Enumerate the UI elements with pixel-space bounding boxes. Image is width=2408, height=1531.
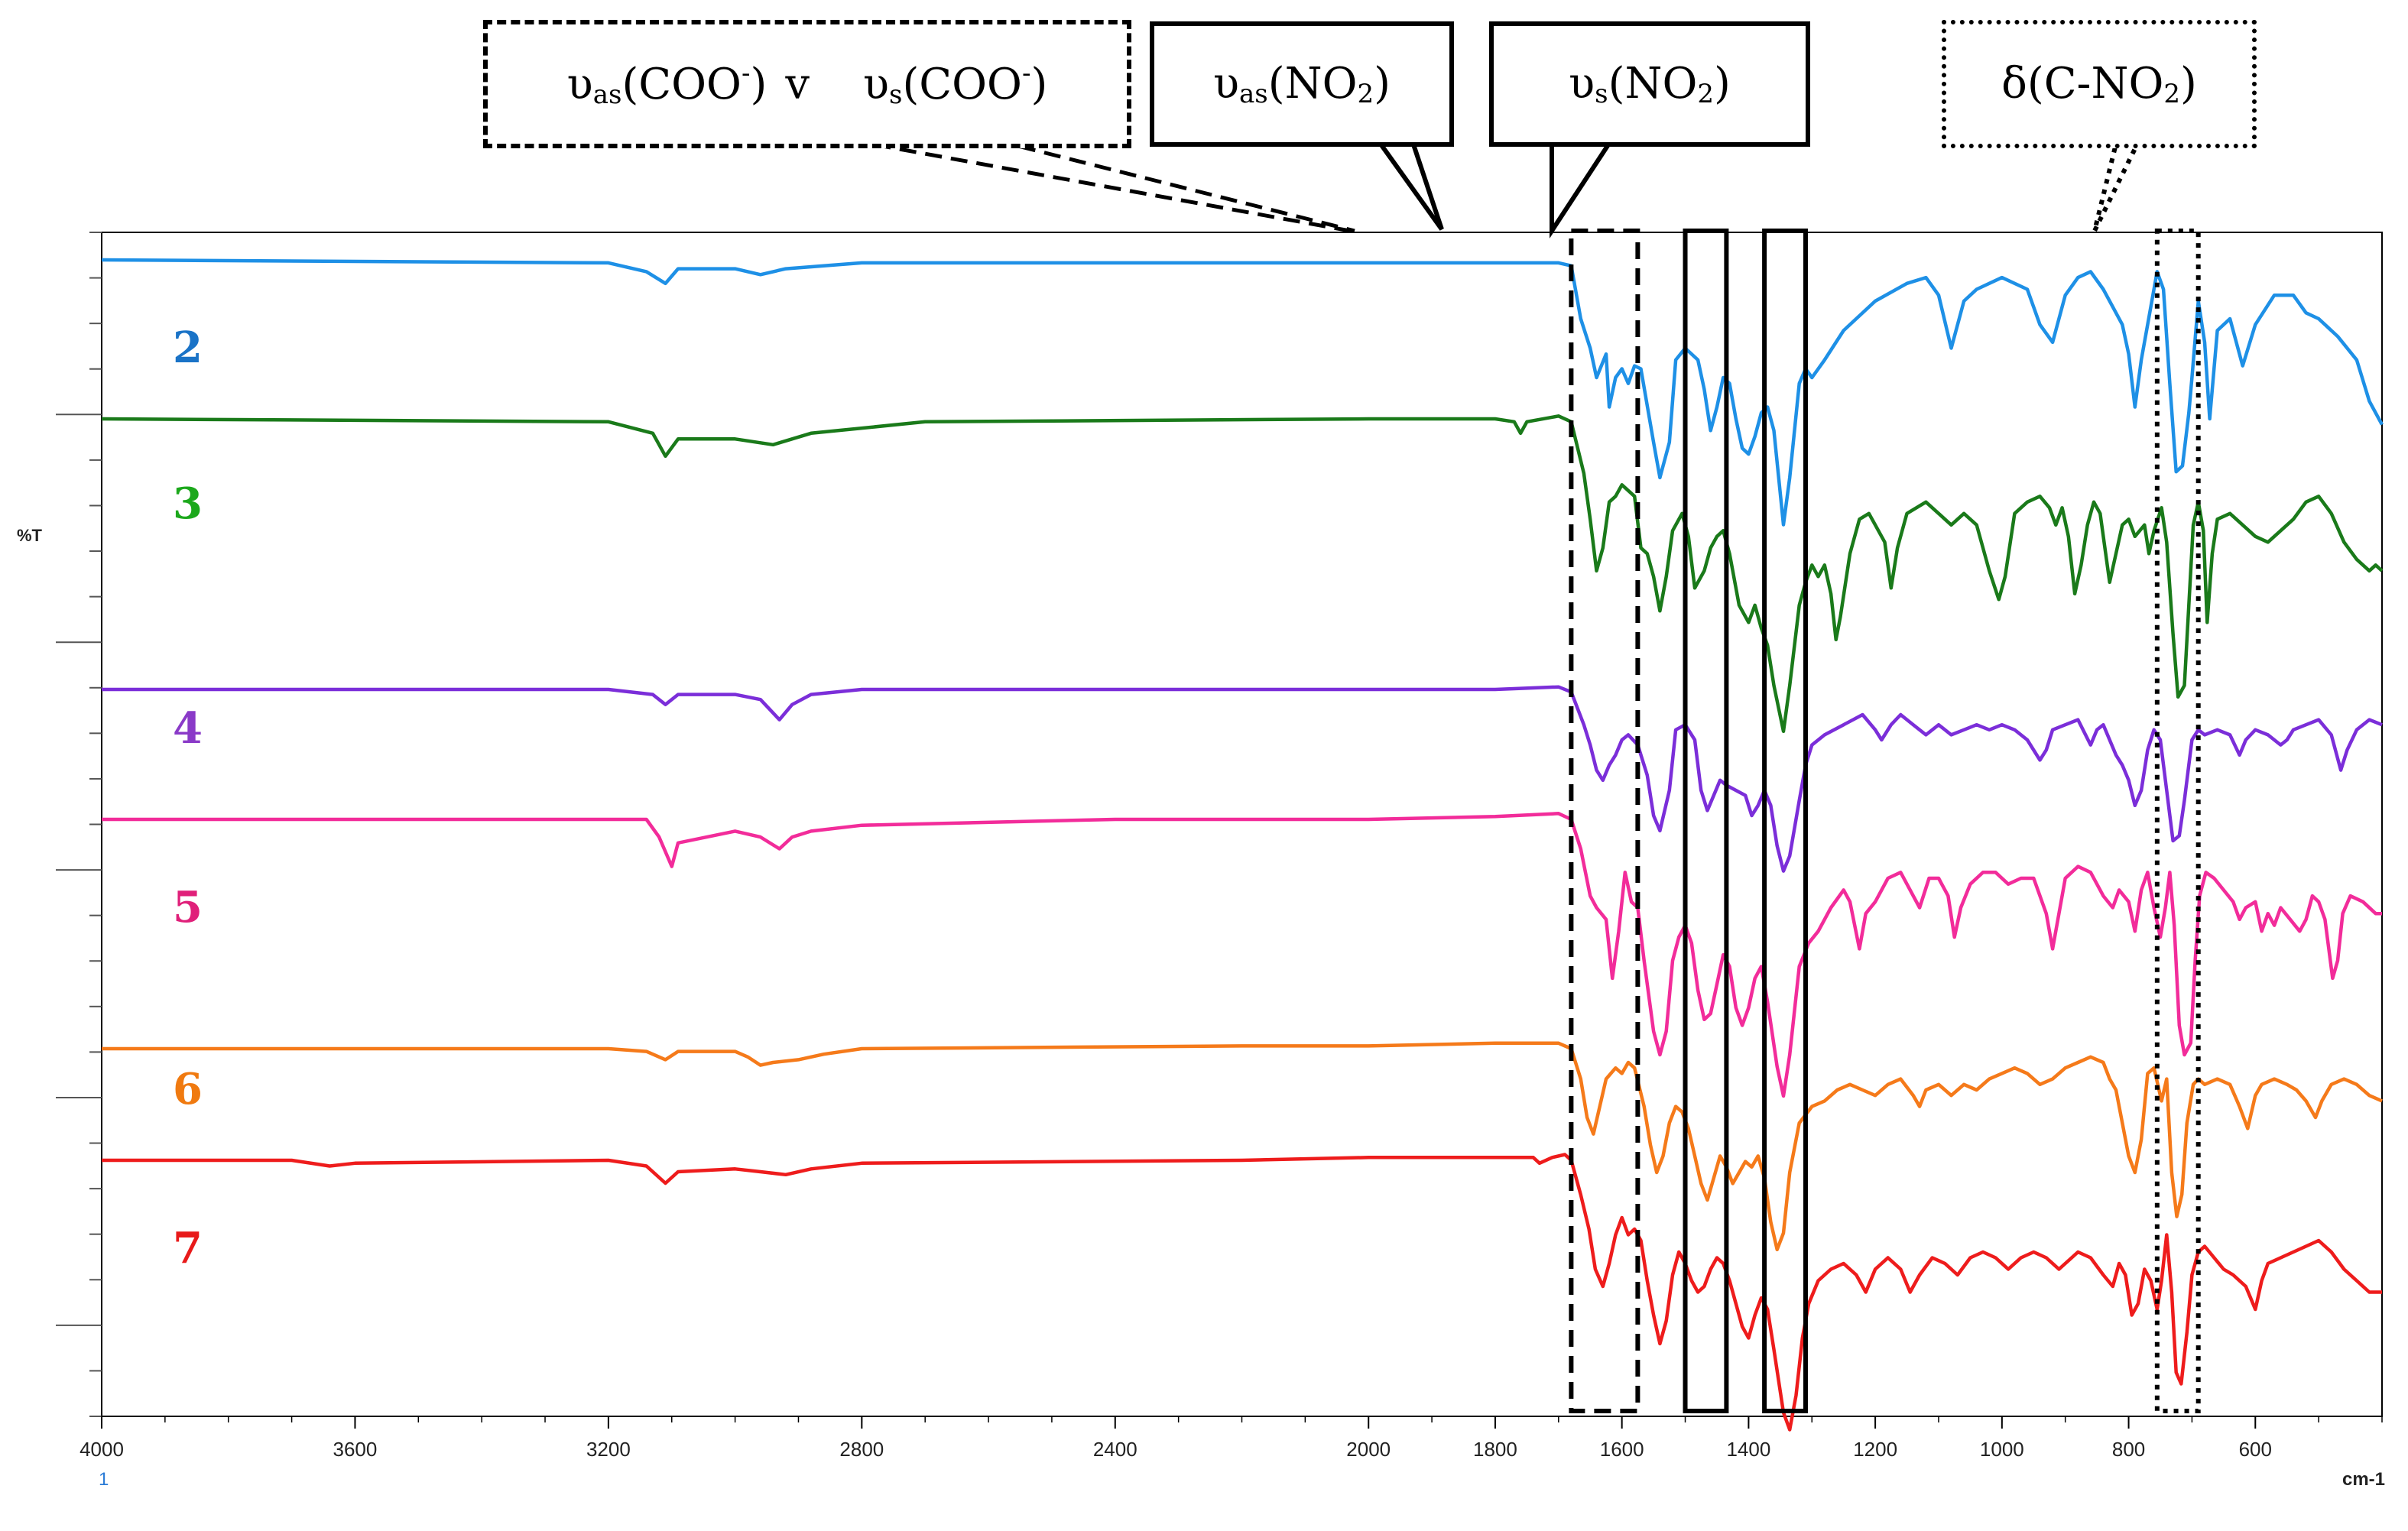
spectrum-line-5 — [102, 812, 2382, 1098]
x-tick-label: 2800 — [839, 1438, 884, 1461]
spectrum-line-2 — [101, 258, 2384, 527]
callout-line-coo-b — [993, 138, 1355, 233]
x-axis-label: cm-1 — [2342, 1469, 2385, 1490]
x-tick-label: 4000 — [80, 1438, 124, 1461]
region-box-ns — [1762, 229, 1808, 1413]
x-tick-label: 1400 — [1726, 1438, 1770, 1461]
no2-sym-text: υs(NO2) — [1569, 59, 1731, 109]
callout-pointer-cno2 — [2092, 136, 2143, 232]
no2-asym-text: υas(NO2) — [1212, 59, 1391, 109]
callout-pointer-no2-sym — [1550, 136, 1615, 239]
cno2-bend-label: δ(C-NO2) — [1942, 20, 2257, 148]
x-tick-label: 1800 — [1473, 1438, 1517, 1461]
region-box-coo — [1569, 229, 1640, 1413]
spectrum-line-4 — [102, 685, 2383, 873]
coo-connector-text: v — [785, 59, 810, 109]
cno2-bend-text: δ(C-NO2) — [2001, 59, 2197, 109]
no2-sym-label: υs(NO2) — [1489, 21, 1810, 147]
series-label-7: 7 — [173, 1223, 203, 1273]
x-tick-label: 1600 — [1600, 1438, 1644, 1461]
spectrum-line-7 — [102, 1153, 2382, 1432]
callout-line-coo-a — [848, 138, 1351, 233]
x-tick-label: 1000 — [1980, 1438, 2024, 1461]
x-tick-label: 600 — [2239, 1438, 2272, 1461]
coo-asym-text: υas(COO-) — [566, 58, 768, 110]
spectrum-line-3 — [101, 414, 2384, 734]
region-box-cno — [2154, 229, 2201, 1413]
plot-frame — [101, 232, 2383, 1417]
series-label-5: 5 — [173, 882, 203, 933]
x-tick-label: 3600 — [333, 1438, 378, 1461]
spectrum-line-6 — [102, 1041, 2383, 1252]
x-tick-label: 3200 — [586, 1438, 631, 1461]
callout-pointer-no2-asym — [1374, 136, 1444, 231]
series-label-2: 2 — [173, 323, 203, 373]
coo-stretch-label: υas(COO-) v υs(COO-) — [483, 20, 1131, 148]
x-tick-label: 2000 — [1346, 1438, 1391, 1461]
series-label-3: 3 — [173, 478, 203, 529]
coo-sym-text: υs(COO-) — [862, 58, 1048, 110]
region-box-nas — [1683, 229, 1729, 1413]
x-tick-label: 1200 — [1853, 1438, 1897, 1461]
x-tick-label: 2400 — [1093, 1438, 1137, 1461]
series-label-4: 4 — [173, 703, 203, 754]
no2-asym-label: υas(NO2) — [1150, 21, 1454, 147]
series-label-6: 6 — [173, 1064, 203, 1114]
y-axis-label: %T — [17, 526, 43, 545]
x-axis-corner-label: 1 — [99, 1469, 109, 1490]
x-tick-label: 800 — [2112, 1438, 2145, 1461]
